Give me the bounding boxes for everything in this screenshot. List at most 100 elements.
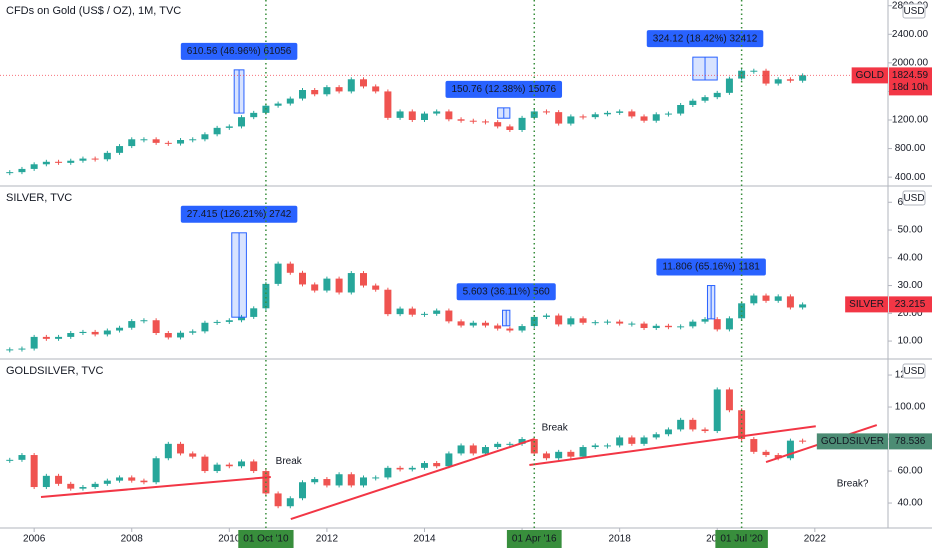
- candle: [6, 349, 14, 351]
- symbol-tag: [851, 67, 888, 84]
- candle: [238, 316, 246, 321]
- candle: [335, 87, 343, 92]
- y-tick-label: 10.00: [897, 336, 922, 347]
- candle: [55, 475, 63, 484]
- candle: [30, 336, 38, 349]
- candle: [347, 79, 355, 92]
- candle: [567, 116, 575, 124]
- candle: [262, 283, 270, 309]
- candle: [250, 461, 258, 472]
- candle: [311, 479, 319, 483]
- x-tick-label: 2010: [218, 534, 241, 545]
- measure-label-box: [445, 80, 563, 98]
- price-tag: [889, 67, 932, 96]
- y-tick-label: 2400.00: [892, 29, 929, 40]
- candle: [18, 348, 26, 350]
- candle: [67, 333, 75, 337]
- candle: [274, 263, 282, 284]
- candle: [652, 434, 660, 438]
- candle: [177, 140, 185, 144]
- measure-label: 5.603 (36.11%) 560: [463, 286, 551, 297]
- candle: [140, 320, 148, 322]
- candle: [408, 308, 416, 315]
- candle: [738, 70, 746, 79]
- candle: [103, 480, 111, 484]
- y-tick-label: 40.00: [897, 498, 922, 509]
- candle: [542, 315, 550, 317]
- candle: [274, 103, 282, 106]
- currency-label: USD: [903, 193, 924, 204]
- candle: [286, 263, 294, 273]
- candle: [55, 336, 63, 339]
- candle: [79, 158, 87, 161]
- candle: [164, 443, 172, 459]
- y-tick-label: 1200.00: [892, 115, 929, 126]
- candle: [164, 142, 172, 144]
- currency-box: [902, 190, 926, 206]
- candle: [677, 419, 685, 430]
- candle: [713, 389, 721, 432]
- trendline: [290, 438, 535, 520]
- candle: [67, 160, 75, 163]
- candle: [445, 310, 453, 322]
- candle: [286, 98, 294, 104]
- marker-label-box: [715, 530, 768, 548]
- candle: [799, 75, 807, 81]
- candle: [701, 97, 709, 101]
- candle: [384, 289, 392, 315]
- currency-label: USD: [903, 6, 924, 17]
- candle: [591, 322, 599, 324]
- candle: [238, 461, 246, 467]
- candle: [652, 325, 660, 329]
- y-tick-label: 100.00: [895, 402, 926, 413]
- candle: [689, 321, 697, 327]
- candle: [6, 459, 14, 461]
- candle: [518, 326, 526, 331]
- candle: [664, 113, 672, 115]
- candle: [542, 453, 550, 459]
- candle: [640, 116, 648, 121]
- candle: [750, 295, 758, 304]
- candle: [518, 117, 526, 130]
- candle: [91, 483, 99, 488]
- candle: [689, 419, 697, 430]
- candle: [481, 447, 489, 454]
- x-tick-label: 2014: [413, 534, 436, 545]
- symbol-tag-label: GOLD: [856, 70, 884, 81]
- candle: [481, 322, 489, 326]
- candle: [469, 120, 477, 122]
- candle: [799, 304, 807, 308]
- candle: [91, 331, 99, 335]
- candle: [18, 455, 26, 460]
- price-tag: [889, 296, 932, 313]
- candle: [79, 487, 87, 489]
- candle: [762, 295, 770, 301]
- candle: [323, 87, 331, 95]
- candle: [116, 477, 124, 481]
- price-tag-value: 23.215: [895, 299, 926, 310]
- candle: [603, 112, 611, 115]
- price-countdown: 18d 10h: [892, 82, 928, 93]
- pane-title: GOLDSILVER, TVC: [6, 365, 103, 377]
- candle: [116, 146, 124, 153]
- candle: [420, 113, 428, 120]
- candle: [384, 467, 392, 478]
- candle: [628, 437, 636, 444]
- candle: [494, 443, 502, 448]
- candle: [616, 321, 624, 324]
- candle: [664, 429, 672, 435]
- candle: [579, 116, 587, 118]
- candle: [384, 91, 392, 118]
- candle: [67, 483, 75, 489]
- candle: [42, 161, 50, 165]
- annotation: Break: [276, 456, 303, 467]
- x-tick-label: 2006: [23, 534, 46, 545]
- measure-label: 11.806 (65.16%) 1181: [662, 262, 760, 273]
- candle: [786, 296, 794, 308]
- candle: [652, 114, 660, 121]
- candle: [311, 90, 319, 95]
- candle: [713, 319, 721, 330]
- candle: [372, 477, 380, 479]
- measure-label: 610.56 (46.96%) 61056: [187, 46, 292, 57]
- candle: [494, 122, 502, 127]
